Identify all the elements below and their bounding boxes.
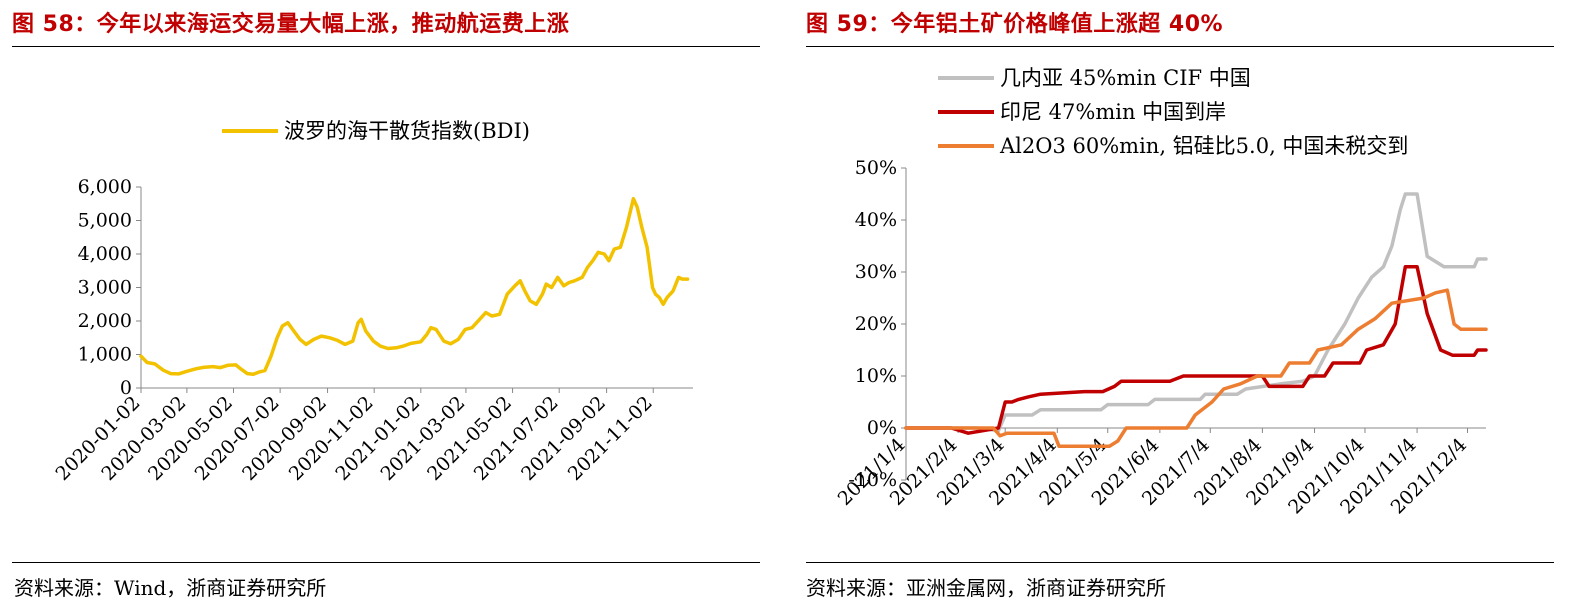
y-tick-label: 50% xyxy=(855,157,897,179)
series-line-2 xyxy=(904,265,1488,435)
y-tick-label: 3,000 xyxy=(78,277,132,299)
figure-58-top-rule xyxy=(12,46,760,47)
y-tick-label: 6,000 xyxy=(78,176,132,198)
series-line-1 xyxy=(139,196,690,377)
series-line-3 xyxy=(904,288,1488,448)
y-tick-label: 2,000 xyxy=(78,310,132,332)
y-tick-label: 0% xyxy=(867,417,897,439)
y-tick-label: 5,000 xyxy=(78,210,132,232)
y-tick-label: 0 xyxy=(120,377,132,399)
y-tick-label: 30% xyxy=(855,261,897,283)
y-tick-label: 1,000 xyxy=(78,344,132,366)
y-tick-label: 40% xyxy=(855,209,897,231)
bauxite-price-line-chart: -10%0%10%20%30%40%50%2021/1/42021/2/4202… xyxy=(834,66,1488,518)
figure-58-source: 资料来源：Wind，浙商证券研究所 xyxy=(14,576,327,600)
y-tick-label: 20% xyxy=(855,313,897,335)
figure-59-bottom-rule xyxy=(806,562,1554,563)
y-tick-label: 4,000 xyxy=(78,243,132,265)
legend-label-3: Al2O3 60%min, 铝硅比5.0, 中国未税交到 xyxy=(999,134,1408,158)
figure-59-top-rule xyxy=(806,46,1554,47)
y-tick-label: 10% xyxy=(855,365,897,387)
legend-label-1: 波罗的海干散货指数(BDI) xyxy=(284,119,530,143)
figure-58-panel: 图 58：今年以来海运交易量大幅上涨，推动航运费上涨 0 1,000 2,000 3,… xyxy=(0,0,770,613)
figure-59-panel: 图 59：今年铝土矿价格峰值上涨超 40% -10% 0% 10% 20% 30% 40%… xyxy=(800,0,1571,613)
legend-label-1: 几内亚 45%min CIF 中国 xyxy=(1000,66,1251,90)
figure-58-title: 图 58：今年以来海运交易量大幅上涨，推动航运费上涨 xyxy=(12,12,570,37)
legend-label-2: 印尼 47%min 中国到岸 xyxy=(1000,100,1226,124)
figure-59-source: 资料来源：亚洲金属网，浙商证券研究所 xyxy=(806,576,1166,600)
bdi-line-chart: 01,0002,0003,0004,0005,0006,0002020-01-0… xyxy=(52,119,693,485)
figure-59-title: 图 59：今年铝土矿价格峰值上涨超 40% xyxy=(806,12,1224,37)
series-line-1 xyxy=(904,192,1488,433)
figure-58-bottom-rule xyxy=(12,562,760,563)
y-tick-label: -10% xyxy=(848,469,897,491)
